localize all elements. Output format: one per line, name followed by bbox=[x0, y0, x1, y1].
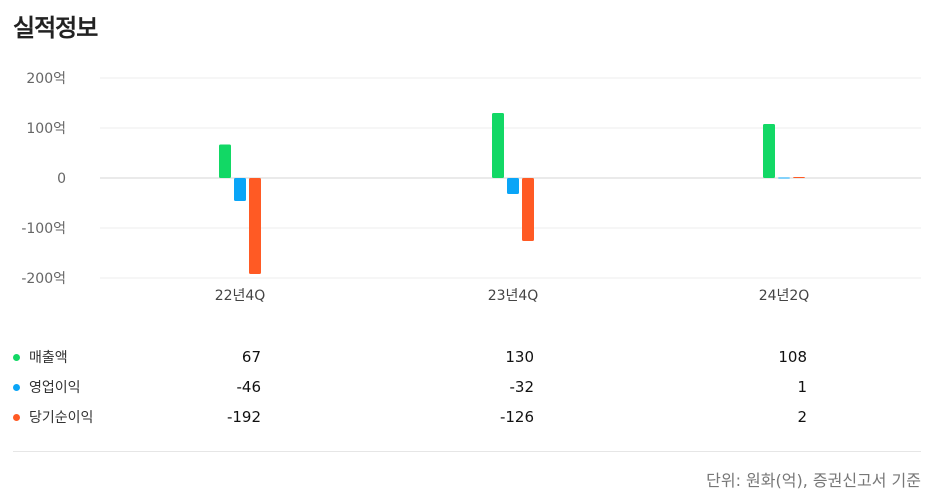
table-cell: 1 bbox=[797, 378, 807, 396]
row-label-text: 영업이익 bbox=[29, 380, 81, 396]
table-row-label: 영업이익 bbox=[13, 377, 81, 397]
row-label-text: 매출액 bbox=[29, 350, 68, 366]
bar bbox=[793, 177, 805, 178]
bar bbox=[249, 178, 261, 274]
legend-dot-icon bbox=[13, 353, 20, 361]
bar bbox=[234, 178, 246, 201]
table-cell: -126 bbox=[499, 408, 534, 426]
table-cell: 67 bbox=[241, 348, 261, 366]
performance-bar-chart: 200억 100억 0 -100억 -200억 22년4Q 23년4Q 24년2Q bbox=[21, 71, 921, 304]
x-tick-label: 22년4Q bbox=[215, 288, 266, 304]
y-tick-label: 100억 bbox=[26, 121, 66, 137]
legend-dot-icon bbox=[13, 413, 20, 421]
bar bbox=[778, 177, 790, 179]
unit-note: 단위: 원화(억), 증권신고서 기준 bbox=[706, 471, 921, 490]
y-tick-label: 200억 bbox=[26, 71, 66, 87]
bar bbox=[507, 178, 519, 194]
x-tick-label: 24년2Q bbox=[759, 288, 810, 304]
bar bbox=[522, 178, 534, 241]
bar bbox=[219, 144, 231, 178]
table-cell: 2 bbox=[797, 408, 807, 426]
table-row-label: 매출액 bbox=[13, 347, 68, 367]
table-row-label: 당기순이익 bbox=[13, 407, 93, 427]
y-tick-label: -100억 bbox=[21, 221, 66, 237]
divider bbox=[13, 451, 921, 452]
y-tick-label: -200억 bbox=[21, 271, 66, 287]
table-cell: 108 bbox=[778, 348, 807, 366]
y-tick-label: 0 bbox=[57, 171, 66, 187]
bar bbox=[492, 113, 504, 178]
row-label-text: 당기순이익 bbox=[29, 410, 94, 426]
section-title: 실적정보 bbox=[13, 14, 98, 42]
legend-dot-icon bbox=[13, 383, 20, 391]
bar bbox=[763, 124, 775, 178]
table-cell: 130 bbox=[505, 348, 534, 366]
table-cell: -192 bbox=[226, 408, 261, 426]
x-tick-label: 23년4Q bbox=[488, 288, 539, 304]
table-cell: -32 bbox=[509, 378, 535, 396]
table-cell: -46 bbox=[236, 378, 262, 396]
